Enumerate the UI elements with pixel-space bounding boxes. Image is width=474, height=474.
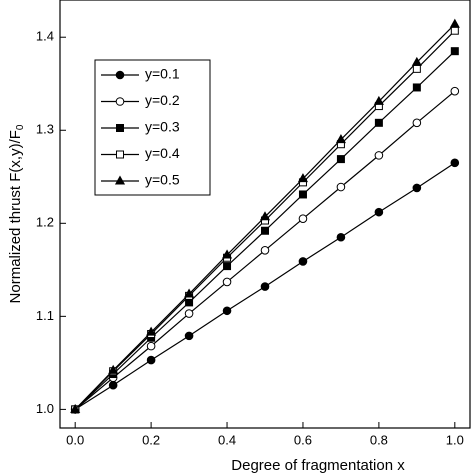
x-tick-label: 0.8 — [370, 432, 388, 447]
data-point — [450, 47, 459, 56]
data-point — [373, 95, 384, 105]
legend-label: y=0.2 — [145, 92, 180, 108]
legend-marker — [114, 175, 126, 185]
y-tick-label: 1.4 — [36, 29, 54, 44]
data-point — [260, 282, 270, 291]
legend-marker — [116, 124, 124, 132]
legend-marker — [116, 150, 124, 159]
data-point — [221, 249, 233, 259]
data-point — [108, 364, 119, 374]
data-point — [336, 182, 346, 192]
x-tick-label: 0.2 — [142, 432, 160, 447]
data-point — [184, 331, 194, 341]
data-point — [336, 232, 346, 242]
data-point — [146, 355, 156, 365]
legend-label: y=0.3 — [145, 119, 180, 135]
y-axis-label: Normalized thrust F(x,y)/F0 — [7, 124, 26, 303]
data-point — [412, 83, 421, 92]
data-point — [374, 207, 384, 217]
data-point — [412, 118, 422, 128]
data-point — [70, 403, 81, 413]
data-point — [184, 288, 195, 298]
y-tick-label: 1.2 — [36, 215, 54, 230]
data-point — [298, 257, 308, 266]
data-point — [412, 183, 422, 193]
data-point — [297, 173, 309, 183]
data-point — [261, 226, 269, 235]
x-tick-label: 1.0 — [446, 432, 464, 447]
data-point — [412, 64, 421, 73]
data-point — [450, 26, 459, 35]
data-point — [374, 118, 383, 127]
data-point — [298, 214, 308, 223]
data-point — [146, 326, 157, 336]
y-tick-label: 1.1 — [36, 308, 54, 323]
y-tick-label: 1.0 — [36, 401, 54, 416]
data-point — [259, 211, 271, 221]
data-point — [185, 298, 194, 307]
data-point — [108, 380, 118, 390]
x-axis-label: Degree of fragmentation x — [231, 457, 405, 474]
data-point — [450, 86, 460, 96]
data-point — [449, 18, 460, 28]
y-axis-label-main: Normalized thrust F(x,y)/F — [7, 130, 24, 303]
y-tick-label: 1.3 — [36, 122, 54, 137]
data-point — [146, 341, 156, 351]
legend-label: y=0.1 — [145, 66, 180, 82]
data-point — [222, 306, 232, 316]
y-axis-label-sub: 0 — [15, 124, 26, 130]
data-point — [222, 277, 232, 287]
data-point — [450, 158, 460, 168]
legend-label: y=0.4 — [145, 145, 180, 161]
data-point — [223, 262, 232, 271]
data-point — [298, 190, 307, 199]
plot-frame — [59, 0, 471, 429]
data-point — [260, 245, 270, 255]
data-point — [411, 56, 422, 66]
data-point — [374, 151, 384, 160]
legend-marker — [115, 97, 125, 106]
legend-label: y=0.5 — [145, 172, 180, 188]
x-tick-label: 0.6 — [294, 432, 312, 447]
x-tick-label: 0.4 — [218, 432, 236, 447]
x-tick-label: 0.0 — [66, 432, 84, 447]
data-point — [336, 155, 345, 164]
data-point — [184, 309, 194, 318]
legend-marker — [115, 70, 125, 80]
data-point — [335, 134, 346, 144]
